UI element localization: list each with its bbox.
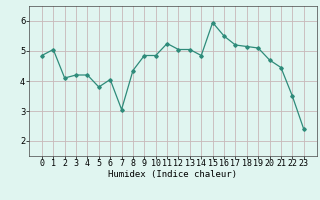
- X-axis label: Humidex (Indice chaleur): Humidex (Indice chaleur): [108, 170, 237, 179]
